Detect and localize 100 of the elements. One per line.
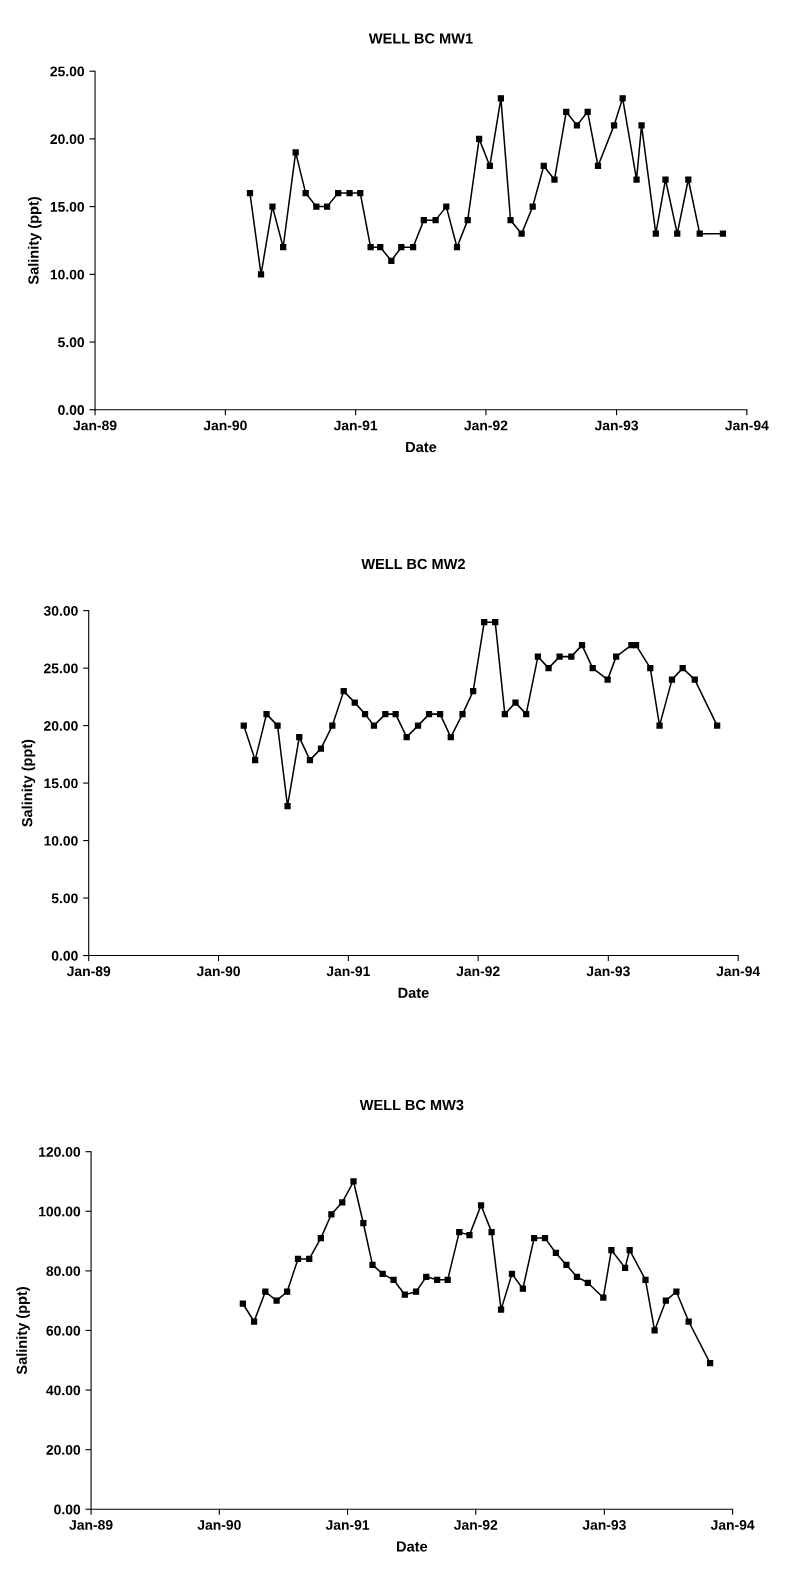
x-tick-label: Jan-93 (582, 1520, 626, 1530)
point (507, 217, 514, 224)
x-tick-label: Jan-89 (73, 420, 117, 431)
x-axis-title: Date (398, 987, 429, 998)
point (551, 176, 558, 183)
point (392, 710, 399, 718)
point (691, 676, 698, 683)
point (696, 230, 703, 237)
x-tick-label: Jan-90 (197, 1520, 241, 1530)
x-tick-label: Jan-94 (716, 966, 761, 977)
y-tick-label: 80.00 (46, 1266, 81, 1277)
point (477, 1202, 485, 1209)
point (447, 733, 454, 741)
point (529, 203, 536, 210)
x-axis-title: Date (406, 441, 437, 453)
point (360, 1220, 367, 1227)
point (706, 1360, 714, 1367)
point (257, 271, 265, 278)
point (679, 665, 686, 672)
y-tick-label: 100.00 (39, 1206, 81, 1217)
point (263, 710, 270, 718)
point (414, 722, 422, 729)
x-tick-label: Jan-91 (333, 420, 378, 431)
point (274, 722, 281, 729)
y-tick-label: 0.00 (54, 1504, 81, 1515)
point (250, 1318, 258, 1325)
x-tick-label: Jan-90 (203, 420, 247, 431)
point (453, 244, 461, 251)
chart-title: WELL BC MW1 (368, 33, 473, 44)
x-tick-label: Jan-89 (66, 966, 111, 977)
point (409, 244, 417, 251)
y-tick-label: 20.00 (46, 1444, 81, 1455)
point (313, 203, 320, 210)
y-tick-label: 25.00 (44, 663, 78, 674)
point (302, 189, 309, 197)
point (600, 1294, 607, 1301)
y-tick-label: 15.00 (44, 778, 78, 789)
point (346, 189, 353, 197)
y-tick-label: 0.00 (58, 405, 85, 415)
point (492, 619, 499, 626)
y-axis-title: Salinity (ppt) (27, 197, 42, 285)
x-tick-label: Jan-91 (325, 1520, 370, 1530)
y-tick-label: 25.00 (50, 66, 85, 77)
point (662, 176, 669, 183)
chart-title: WELL BC MW2 (361, 558, 465, 570)
point (459, 710, 466, 718)
y-tick-label: 20.00 (44, 720, 78, 731)
point (501, 710, 508, 718)
point (685, 1318, 692, 1325)
point (534, 653, 542, 660)
point (240, 722, 247, 729)
point (556, 653, 563, 660)
point (573, 122, 581, 129)
point (530, 1234, 538, 1242)
point (497, 95, 505, 102)
y-tick-label: 40.00 (46, 1385, 81, 1396)
point (444, 1276, 451, 1283)
point (306, 756, 314, 764)
point (563, 1261, 570, 1269)
point (423, 1273, 430, 1280)
point (573, 1273, 581, 1280)
x-tick-label: Jan-94 (725, 420, 769, 431)
point (273, 1297, 280, 1304)
point (425, 710, 433, 718)
point (604, 676, 611, 683)
point (476, 135, 483, 143)
point (369, 1261, 376, 1269)
point (350, 1178, 357, 1185)
point (317, 745, 325, 752)
point (508, 1270, 516, 1277)
point (541, 1234, 549, 1242)
point (685, 176, 692, 183)
point (486, 162, 493, 170)
point (377, 244, 384, 251)
point (398, 244, 405, 251)
chart-title: WELL BC MW3 (359, 1099, 464, 1111)
x-axis-title: Date (397, 1541, 428, 1552)
point (563, 108, 570, 115)
point (443, 203, 450, 210)
point (642, 1276, 649, 1283)
y-tick-label: 0.00 (51, 950, 78, 961)
point (420, 217, 427, 224)
y-tick-label: 10.00 (50, 269, 85, 280)
point (328, 1211, 335, 1218)
point (674, 230, 681, 237)
y-tick-label: 5.00 (51, 893, 78, 904)
point (339, 1199, 346, 1206)
point (412, 1288, 420, 1295)
y-tick-label: 30.00 (43, 605, 78, 616)
point (552, 1249, 560, 1257)
point (269, 203, 276, 210)
point (652, 230, 659, 237)
x-tick-label: Jan-92 (456, 966, 500, 977)
point (621, 1264, 629, 1272)
point (594, 162, 602, 170)
point (619, 95, 626, 102)
point (401, 1291, 408, 1298)
point (518, 230, 525, 237)
point (647, 665, 654, 672)
y-tick-label: 120.00 (39, 1147, 81, 1157)
